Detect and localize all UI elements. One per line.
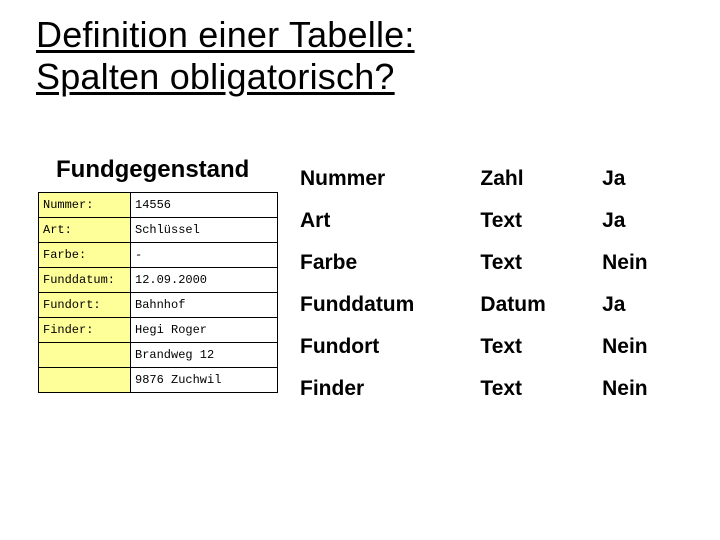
detail-value: 14556	[131, 193, 278, 218]
detail-label: Farbe:	[39, 243, 131, 268]
schema-required: Ja	[600, 200, 693, 242]
table-row: Finder: Hegi Roger	[39, 318, 278, 343]
detail-value: 9876 Zuchwil	[131, 368, 278, 393]
detail-label: Fundort:	[39, 293, 131, 318]
schema-field: Funddatum	[298, 284, 478, 326]
table-row: Farbe Text Nein	[298, 242, 693, 284]
schema-type: Text	[478, 200, 600, 242]
detail-label: Art:	[39, 218, 131, 243]
schema-required: Nein	[600, 242, 693, 284]
detail-label	[39, 343, 131, 368]
schema-required: Ja	[600, 158, 693, 200]
table-row: Art: Schlüssel	[39, 218, 278, 243]
detail-value: 12.09.2000	[131, 268, 278, 293]
schema-required: Ja	[600, 284, 693, 326]
detail-label: Nummer:	[39, 193, 131, 218]
table-row: Finder Text Nein	[298, 368, 693, 410]
schema-field: Art	[298, 200, 478, 242]
detail-value: Hegi Roger	[131, 318, 278, 343]
schema-type: Datum	[478, 284, 600, 326]
schema-required: Nein	[600, 326, 693, 368]
table-row: Farbe: -	[39, 243, 278, 268]
details-table: Nummer: 14556 Art: Schlüssel Farbe: - Fu…	[38, 192, 278, 393]
subheading: Fundgegenstand	[56, 156, 249, 184]
schema-type: Text	[478, 242, 600, 284]
slide: Definition einer Tabelle: Spalten obliga…	[0, 0, 720, 540]
table-row: Nummer Zahl Ja	[298, 158, 693, 200]
detail-label	[39, 368, 131, 393]
table-row: Funddatum Datum Ja	[298, 284, 693, 326]
title-line-2: Spalten obligatorisch?	[36, 56, 395, 97]
table-row: Art Text Ja	[298, 200, 693, 242]
detail-value: -	[131, 243, 278, 268]
schema-type: Zahl	[478, 158, 600, 200]
schema-required: Nein	[600, 368, 693, 410]
detail-value: Brandweg 12	[131, 343, 278, 368]
slide-title: Definition einer Tabelle: Spalten obliga…	[36, 14, 415, 99]
schema-field: Farbe	[298, 242, 478, 284]
schema-field: Nummer	[298, 158, 478, 200]
detail-value: Schlüssel	[131, 218, 278, 243]
table-row: Brandweg 12	[39, 343, 278, 368]
table-row: 9876 Zuchwil	[39, 368, 278, 393]
detail-label: Finder:	[39, 318, 131, 343]
schema-field: Finder	[298, 368, 478, 410]
detail-value: Bahnhof	[131, 293, 278, 318]
table-row: Fundort Text Nein	[298, 326, 693, 368]
table-row: Nummer: 14556	[39, 193, 278, 218]
title-line-1: Definition einer Tabelle:	[36, 14, 415, 55]
schema-type: Text	[478, 368, 600, 410]
detail-label: Funddatum:	[39, 268, 131, 293]
schema-field: Fundort	[298, 326, 478, 368]
schema-type: Text	[478, 326, 600, 368]
schema-table: Nummer Zahl Ja Art Text Ja Farbe Text Ne…	[298, 158, 693, 410]
table-row: Fundort: Bahnhof	[39, 293, 278, 318]
table-row: Funddatum: 12.09.2000	[39, 268, 278, 293]
